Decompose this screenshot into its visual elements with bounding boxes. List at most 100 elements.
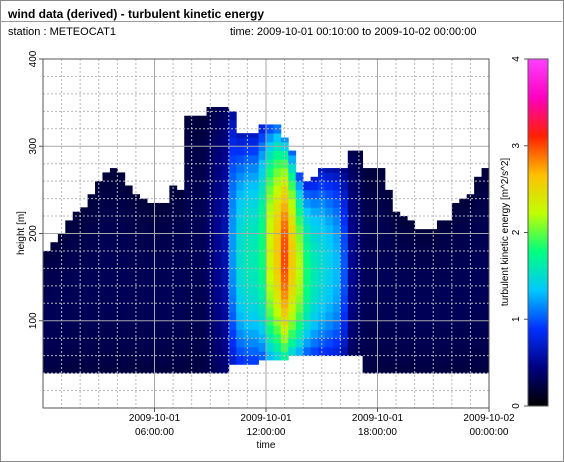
heatmap-cell <box>251 216 259 226</box>
heatmap-cell <box>117 233 126 243</box>
heatmap-cell <box>161 303 170 313</box>
heatmap-cell <box>362 355 371 365</box>
heatmap-cell <box>139 224 148 234</box>
heatmap-cell <box>184 137 193 147</box>
heatmap-cell <box>310 176 319 182</box>
heatmap-cell <box>325 181 334 191</box>
heatmap-cell <box>206 338 215 348</box>
heatmap-cell <box>384 329 393 339</box>
heatmap-cell <box>318 320 326 330</box>
heatmap-cell <box>191 163 200 173</box>
heatmap-cell <box>384 233 393 243</box>
heatmap-cell <box>310 285 319 295</box>
heatmap-cell <box>474 312 482 322</box>
heatmap-cell <box>414 346 423 357</box>
heatmap-cell <box>310 329 319 339</box>
heatmap-cell <box>169 338 178 348</box>
heatmap-cell <box>303 207 311 217</box>
heatmap-cell <box>221 338 230 348</box>
heatmap-cell <box>258 307 267 317</box>
heatmap-cell <box>407 285 416 295</box>
heatmap-cell <box>147 338 155 348</box>
heatmap-cell <box>347 163 356 173</box>
heatmap-cell <box>176 277 185 287</box>
heatmap-cell <box>184 181 193 191</box>
colorbar <box>527 58 549 407</box>
heatmap-cell <box>340 312 349 322</box>
heatmap-cell <box>332 259 341 269</box>
heatmap-cell <box>251 137 259 147</box>
heatmap-cell <box>221 106 230 112</box>
heatmap-cell <box>392 277 401 287</box>
heatmap-cell <box>459 268 468 278</box>
time-range-label: time: 2009-10-01 00:10:00 to 2009-10-02 … <box>230 26 477 38</box>
heatmap-cell <box>370 198 378 208</box>
heatmap-cell <box>370 172 378 182</box>
heatmap-cell <box>481 303 489 313</box>
heatmap-cell <box>258 351 267 361</box>
heatmap-cell <box>236 216 245 226</box>
heatmap-cell <box>221 277 230 287</box>
heatmap-cell <box>169 277 178 287</box>
heatmap-cell <box>184 146 193 156</box>
heatmap-cell <box>221 303 230 313</box>
heatmap-cell <box>176 329 185 339</box>
heatmap-cell <box>139 259 148 269</box>
heatmap-cell <box>251 233 259 243</box>
heatmap-cell <box>154 320 163 330</box>
heatmap-cell <box>407 220 416 226</box>
heatmap-cell <box>422 285 430 295</box>
heatmap-cell <box>377 224 386 234</box>
heatmap-cell <box>191 198 200 208</box>
heatmap-cell <box>236 303 245 313</box>
heatmap-cell <box>132 320 141 330</box>
heatmap-cell <box>332 312 341 322</box>
heatmap-cell <box>228 355 237 365</box>
heatmap-cell <box>243 320 252 330</box>
heatmap-cell <box>228 250 237 261</box>
heatmap-cell <box>124 355 133 365</box>
heatmap-cell <box>459 312 468 322</box>
heatmap-cell <box>228 294 237 304</box>
heatmap-cell <box>199 216 207 226</box>
heatmap-cell <box>221 364 230 374</box>
heatmap-cell <box>80 277 88 287</box>
heatmap-cell <box>124 364 133 374</box>
heatmap-cell <box>347 329 356 339</box>
heatmap-cell <box>199 198 207 208</box>
heatmap-cell <box>87 224 96 234</box>
heatmap-cell <box>191 320 200 330</box>
heatmap-cell <box>147 207 155 217</box>
heatmap-cell <box>191 242 200 252</box>
heatmap-cell <box>399 355 408 365</box>
heatmap-cell <box>384 355 393 365</box>
heatmap-cell <box>80 259 88 269</box>
heatmap-cell <box>451 346 460 357</box>
heatmap-cell <box>191 189 200 199</box>
heatmap-cell <box>451 250 460 261</box>
heatmap-cell <box>109 181 118 191</box>
heatmap-cell <box>399 329 408 339</box>
heatmap-cell <box>236 189 245 199</box>
heatmap-cell <box>50 338 59 348</box>
heatmap-cell <box>266 194 274 204</box>
heatmap-cell <box>377 172 386 182</box>
heatmap-cell <box>87 216 96 226</box>
heatmap-cell <box>117 312 126 322</box>
heatmap-cell <box>221 128 230 138</box>
heatmap-cell <box>184 312 193 322</box>
heatmap-cell <box>199 154 207 165</box>
heatmap-cell <box>422 229 430 234</box>
heatmap-cell <box>213 154 222 165</box>
heatmap-cell <box>362 294 371 304</box>
heatmap-cell <box>422 355 430 365</box>
heatmap-cell <box>176 216 185 226</box>
heatmap-cell <box>370 294 378 304</box>
heatmap-cell <box>228 120 237 130</box>
heatmap-cell <box>139 312 148 322</box>
heatmap-cell <box>191 346 200 357</box>
heatmap-cell <box>251 268 259 278</box>
heatmap-cell <box>288 338 297 348</box>
heatmap-cell <box>377 303 386 313</box>
heatmap-cell <box>87 346 96 357</box>
